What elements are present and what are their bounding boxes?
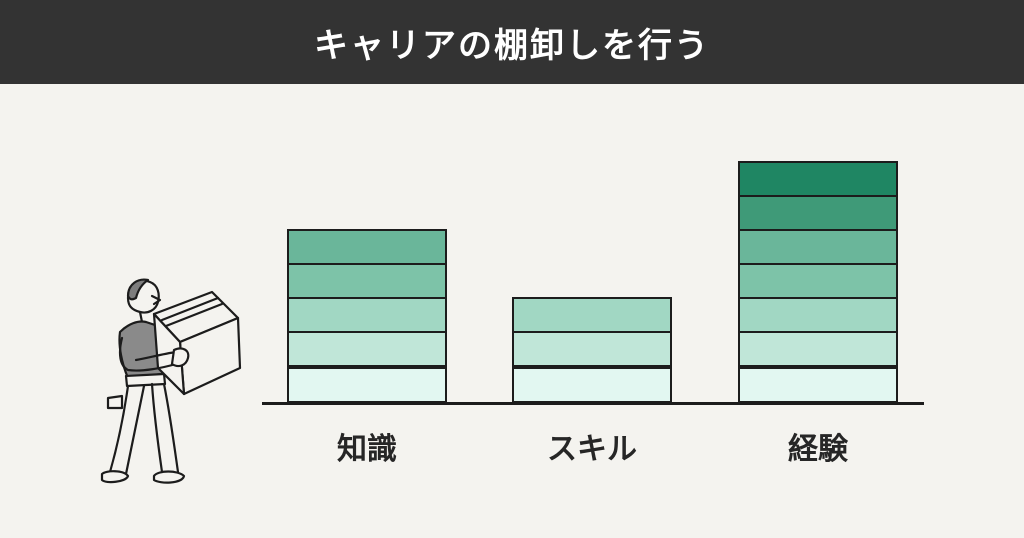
page-title: キャリアの棚卸しを行う: [314, 25, 710, 66]
knowledge-block: [287, 367, 447, 403]
header-bar: キャリアの棚卸しを行う: [0, 0, 1024, 84]
experience-block: [738, 331, 898, 367]
knowledge-stack: [287, 229, 447, 403]
knowledge-label: 知識: [337, 432, 397, 467]
experience-block: [738, 263, 898, 299]
experience-label: 経験: [788, 432, 848, 467]
ground-line: [262, 402, 924, 405]
experience-block: [738, 229, 898, 265]
experience-block: [738, 367, 898, 403]
skill-label: スキル: [547, 432, 637, 467]
knowledge-block: [287, 331, 447, 367]
diagram-area: 知識 スキル 経験: [0, 84, 1024, 538]
knowledge-block: [287, 297, 447, 333]
skill-block: [512, 367, 672, 403]
experience-block: [738, 195, 898, 231]
skill-stack: [512, 297, 672, 403]
experience-stack: [738, 161, 898, 403]
person-carrying-box-icon: [100, 278, 242, 484]
skill-block: [512, 331, 672, 367]
experience-block: [738, 297, 898, 333]
experience-block: [738, 161, 898, 197]
skill-block: [512, 297, 672, 333]
knowledge-block: [287, 229, 447, 265]
knowledge-block: [287, 263, 447, 299]
